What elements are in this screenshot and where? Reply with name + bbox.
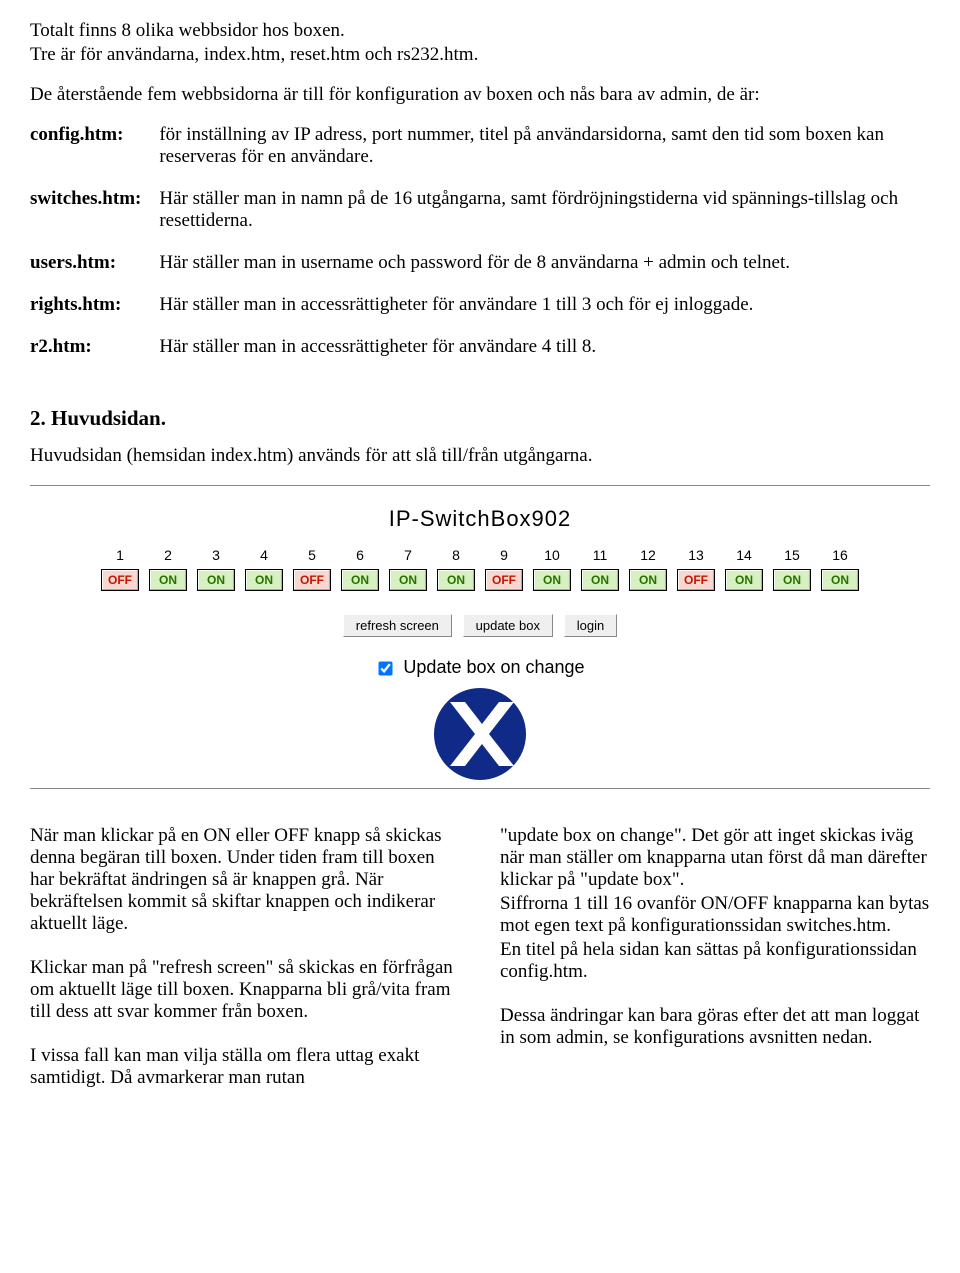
update-on-change-row: Update box on change [30, 657, 930, 678]
switch-toggle-button[interactable]: ON [581, 569, 619, 591]
switch-number: 15 [772, 546, 812, 564]
left-p1: När man klickar på en ON eller OFF knapp… [30, 825, 460, 935]
switch-toggle-button[interactable]: ON [725, 569, 763, 591]
brand-logo [30, 684, 930, 784]
switch-toggle-button[interactable]: OFF [293, 569, 331, 591]
divider-bottom [30, 788, 930, 789]
divider-top [30, 485, 930, 486]
x-circle-icon [430, 684, 530, 784]
definition-desc: Här ställer man in namn på de 16 utgånga… [159, 188, 930, 252]
panel-button-row: refresh screen update box login [30, 614, 930, 637]
switch-toggle-button[interactable]: ON [197, 569, 235, 591]
two-column-text: När man klickar på en ON eller OFF knapp… [30, 825, 930, 1089]
right-p2: Siffrorna 1 till 16 ovanför ON/OFF knapp… [500, 893, 930, 937]
definition-row: rights.htm:Här ställer man in accessrätt… [30, 294, 930, 336]
section-2-heading: 2. Huvudsidan. [30, 406, 930, 431]
switch-number: 10 [532, 546, 572, 564]
refresh-screen-button[interactable]: refresh screen [343, 614, 452, 637]
switch-number: 12 [628, 546, 668, 564]
right-p1: "update box on change". Det gör att inge… [500, 825, 930, 891]
definition-term: users.htm: [30, 252, 159, 294]
definition-desc: för inställning av IP adress, port numme… [159, 124, 930, 188]
switch-toggle-button[interactable]: OFF [101, 569, 139, 591]
definition-row: config.htm:för inställning av IP adress,… [30, 124, 930, 188]
switch-number: 4 [244, 546, 284, 564]
definition-row: switches.htm:Här ställer man in namn på … [30, 188, 930, 252]
definition-term: rights.htm: [30, 294, 159, 336]
switch-toggle-button[interactable]: ON [341, 569, 379, 591]
switch-number: 1 [100, 546, 140, 564]
switch-toggle-button[interactable]: OFF [677, 569, 715, 591]
intro-line-1: Totalt finns 8 olika webbsidor hos boxen… [30, 20, 930, 42]
switch-number: 6 [340, 546, 380, 564]
switch-toggle-button[interactable]: ON [533, 569, 571, 591]
switch-number: 14 [724, 546, 764, 564]
switch-toggle-button[interactable]: ON [773, 569, 811, 591]
update-box-button[interactable]: update box [463, 614, 553, 637]
intro-line-3: De återstående fem webbsidorna är till f… [30, 84, 930, 106]
definition-row: users.htm:Här ställer man in username oc… [30, 252, 930, 294]
switch-number: 9 [484, 546, 524, 564]
switch-number: 3 [196, 546, 236, 564]
update-on-change-checkbox[interactable] [379, 661, 393, 675]
definition-desc: Här ställer man in accessrättigheter för… [159, 336, 930, 378]
left-p3: I vissa fall kan man vilja ställa om fle… [30, 1045, 460, 1089]
intro-line-2: Tre är för användarna, index.htm, reset.… [30, 44, 930, 66]
switch-number: 16 [820, 546, 860, 564]
definition-term: config.htm: [30, 124, 159, 188]
left-p2: Klickar man på "refresh screen" så skick… [30, 957, 460, 1023]
definition-desc: Här ställer man in username och password… [159, 252, 930, 294]
right-p4: Dessa ändringar kan bara göras efter det… [500, 1005, 930, 1049]
definition-term: r2.htm: [30, 336, 159, 378]
switch-toggle-button[interactable]: ON [437, 569, 475, 591]
section-2-subtitle: Huvudsidan (hemsidan index.htm) används … [30, 445, 930, 467]
switches-table: 12345678910111213141516 OFFONONONOFFONON… [92, 542, 868, 596]
switch-toggle-button[interactable]: ON [821, 569, 859, 591]
switch-number: 2 [148, 546, 188, 564]
panel-title: IP-SwitchBox902 [30, 506, 930, 532]
switch-toggle-button[interactable]: ON [149, 569, 187, 591]
definition-row: r2.htm:Här ställer man in accessrättighe… [30, 336, 930, 378]
definition-term: switches.htm: [30, 188, 159, 252]
switch-number: 13 [676, 546, 716, 564]
right-p3: En titel på hela sidan kan sättas på kon… [500, 939, 930, 983]
switch-toggle-button[interactable]: ON [629, 569, 667, 591]
right-column: "update box on change". Det gör att inge… [500, 825, 930, 1089]
intro-block: Totalt finns 8 olika webbsidor hos boxen… [30, 20, 930, 106]
switch-toggle-button[interactable]: OFF [485, 569, 523, 591]
switch-number: 8 [436, 546, 476, 564]
switch-number: 7 [388, 546, 428, 564]
switch-number: 5 [292, 546, 332, 564]
definitions-table: config.htm:för inställning av IP adress,… [30, 124, 930, 378]
switchbox-panel: IP-SwitchBox902 12345678910111213141516 … [30, 490, 930, 784]
switch-toggle-button[interactable]: ON [389, 569, 427, 591]
left-column: När man klickar på en ON eller OFF knapp… [30, 825, 460, 1089]
switch-toggle-button[interactable]: ON [245, 569, 283, 591]
definition-desc: Här ställer man in accessrättigheter för… [159, 294, 930, 336]
login-button[interactable]: login [564, 614, 617, 637]
switch-number: 11 [580, 546, 620, 564]
update-on-change-label[interactable]: Update box on change [403, 657, 584, 677]
